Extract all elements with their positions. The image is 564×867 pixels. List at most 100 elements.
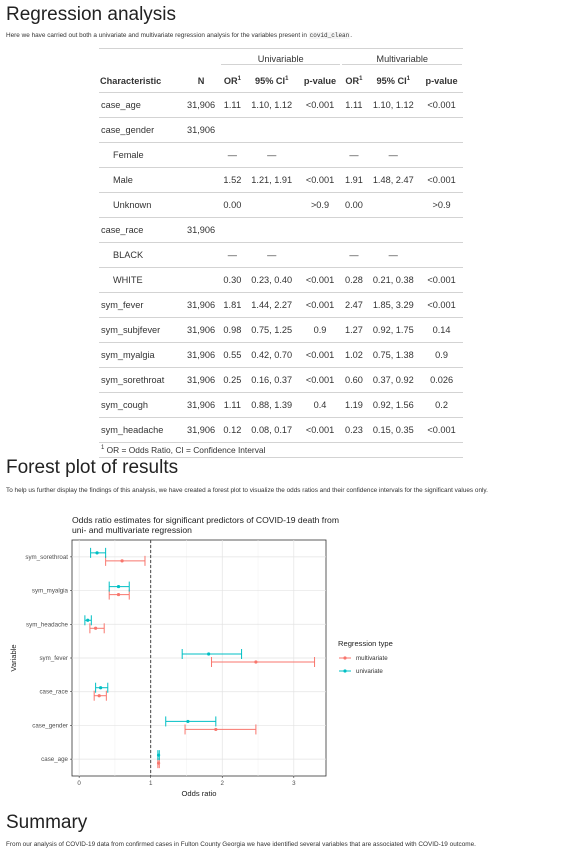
cell-m_ci [366, 217, 421, 243]
y-axis-label: Variable [9, 644, 18, 671]
cell-u_ci: 1.44, 2.27 [244, 292, 299, 318]
regression-heading: Regression analysis [6, 4, 177, 25]
legend-key-point-univariate [343, 669, 347, 673]
cell-n [182, 242, 220, 268]
cell-u_ci: — [244, 142, 299, 168]
cell-u_p: >0.9 [298, 192, 342, 218]
cell-m_p: 0.026 [420, 367, 463, 393]
column-header-5: OR1 [341, 70, 367, 93]
cell-m_or [341, 217, 367, 243]
y-tick-label: sym_myalgia [32, 588, 69, 595]
cell-u_ci: 0.88, 1.39 [244, 392, 299, 418]
cell-u_ci: 0.42, 0.70 [244, 342, 299, 368]
cell-m_or: 0.60 [341, 367, 367, 393]
cell-m_ci: 1.85, 3.29 [366, 292, 421, 318]
cell-m_or: 1.02 [341, 342, 367, 368]
table-body: case_age 31,906 1.11 1.10, 1.12 <0.001 1.11 1.… [99, 92, 463, 458]
cell-m_p: <0.001 [420, 292, 463, 318]
cell-m_or: 2.47 [341, 292, 367, 318]
cell-m_p: 0.14 [420, 317, 463, 343]
footnote-mark: 1 [406, 75, 410, 82]
footnote-mark: 1 [101, 445, 105, 452]
column-header-3: 95% CI1 [244, 70, 299, 93]
column-header-label: 95% CI [376, 76, 407, 87]
cell-n: 31,906 [182, 392, 220, 418]
point-univariate [186, 719, 190, 724]
cell-label: case_gender [99, 117, 183, 143]
y-tick-label: sym_fever [39, 655, 68, 662]
cell-u_p: <0.001 [298, 417, 342, 443]
cell-label: sym_cough [99, 392, 183, 418]
cell-u_or: 0.12 [219, 417, 245, 443]
column-header-row: Characteristic N OR1 95% CI1 p-value OR1 95% C… [99, 70, 463, 93]
column-header-label: N [197, 76, 205, 86]
table-top-rule [99, 48, 463, 49]
cell-u_ci [244, 217, 299, 243]
cell-m_p: <0.001 [420, 92, 463, 118]
cell-u_ci: 0.75, 1.25 [244, 317, 299, 343]
forest-heading: Forest plot of results [6, 457, 179, 478]
cell-u_p: <0.001 [298, 267, 342, 293]
table-row: case_race 31,906 [99, 217, 463, 243]
cell-m_ci: 0.92, 1.56 [366, 392, 421, 418]
cell-m_ci: 0.15, 0.35 [366, 417, 421, 443]
cell-n: 31,906 [182, 117, 220, 143]
cell-label: sym_headache [99, 417, 183, 443]
cell-label: case_race [99, 217, 183, 243]
point-univariate [116, 584, 121, 589]
column-header-label: Characteristic [100, 76, 162, 86]
cell-label: Female [99, 142, 183, 168]
cell-m_p [420, 242, 463, 268]
table-row: sym_fever 31,906 1.81 1.44, 2.27 <0.001 2.47 1… [99, 292, 463, 318]
column-header-4: p-value [298, 70, 342, 93]
cell-u_or: 1.52 [219, 167, 245, 193]
footnote-mark: 1 [359, 75, 363, 82]
cell-m_p [420, 217, 463, 243]
y-tick-label: case_race [39, 689, 68, 696]
table-footnote: 1 OR = Odds Ratio, CI = Confidence Inter… [99, 442, 463, 458]
cell-u_p: <0.001 [298, 167, 342, 193]
cell-m_or: 0.28 [341, 267, 367, 293]
cell-n [182, 192, 220, 218]
regression-intro-text: Here we have carried out both a univaria… [6, 32, 309, 39]
cell-n: 31,906 [182, 292, 220, 318]
y-tick-label: sym_headache [26, 621, 69, 628]
cell-m_ci: 0.37, 0.92 [366, 367, 421, 393]
cell-u_ci: 0.16, 0.37 [244, 367, 299, 393]
point-univariate [207, 652, 211, 656]
regression-intro: Here we have carried out both a univaria… [6, 31, 554, 41]
footnote-mark: 1 [285, 75, 289, 82]
cell-n [182, 142, 220, 168]
cell-m_or: — [341, 242, 367, 268]
cell-n: 31,906 [182, 342, 220, 368]
cell-m_p: <0.001 [420, 167, 463, 193]
dataset-code: covid_clean [308, 32, 351, 39]
point-multivariate [214, 727, 218, 732]
cell-m_p: 0.9 [420, 342, 463, 368]
table-row: Female — — — — [99, 142, 463, 168]
table-row: sym_cough 31,906 1.11 0.88, 1.39 0.4 1.19 0.92… [99, 392, 463, 418]
cell-m_p [420, 142, 463, 168]
column-header-label: 95% CI [254, 76, 286, 87]
table-row: case_age 31,906 1.11 1.10, 1.12 <0.001 1.11 1.… [99, 92, 463, 118]
spanner-multivariable: Multivariable [342, 54, 462, 65]
regression-intro-end: . [350, 32, 353, 39]
cell-u_ci: 1.21, 1.91 [244, 167, 299, 193]
point-univariate [156, 753, 161, 757]
cell-u_p: <0.001 [298, 92, 342, 118]
x-axis-label: Odds ratio [181, 789, 216, 798]
cell-label: BLACK [99, 242, 183, 268]
column-header-label: OR [223, 76, 238, 87]
column-header-label: OR [345, 76, 360, 87]
cell-m_ci: 0.75, 1.38 [366, 342, 421, 368]
point-univariate [99, 686, 103, 690]
cell-u_or: — [219, 142, 245, 168]
cell-m_p: >0.9 [420, 192, 463, 218]
table-row: sym_headache 31,906 0.12 0.08, 0.17 <0.001 0.… [99, 417, 463, 443]
cell-u_or: 0.25 [219, 367, 245, 393]
cell-u_p: 0.9 [298, 317, 342, 343]
cell-u_p: <0.001 [298, 367, 342, 393]
point-multivariate [156, 761, 161, 765]
cell-u_ci: 0.08, 0.17 [244, 417, 299, 443]
legend-key-point-multivariate [343, 656, 347, 660]
